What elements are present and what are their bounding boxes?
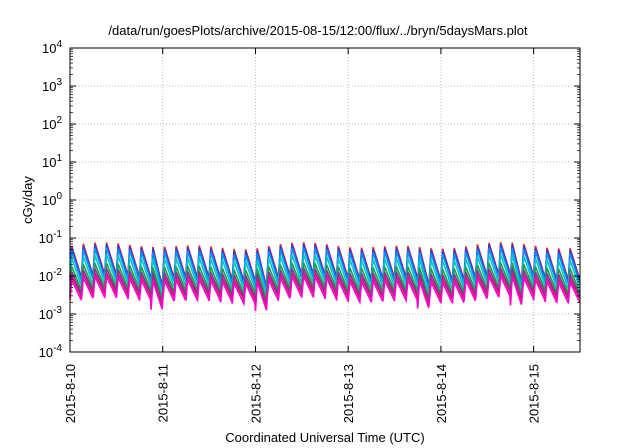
grid [70, 48, 580, 352]
y-tick-label: 100 [42, 191, 62, 208]
y-tick-label: 10-4 [39, 343, 63, 360]
y-axis-label: cGy/day [20, 176, 35, 224]
x-tick-label: 2015-8-12 [248, 364, 263, 423]
y-tick-label: 101 [42, 153, 62, 170]
y-tick-label: 104 [42, 39, 62, 56]
x-tick-label: 2015-8-11 [156, 364, 171, 422]
y-tick-label: 102 [42, 115, 62, 132]
series-line-8 [69, 272, 581, 312]
x-axis: 2015-8-10 2015-8-11 2015-8-12 2015-8-13 2015… [63, 48, 542, 423]
y-tick-label: 10-1 [39, 229, 63, 246]
y-tick-label: 103 [42, 77, 62, 94]
series-layer [69, 241, 581, 312]
y-axis: 10-4 10-3 10-2 10-1 100 101 102 103 104 [39, 39, 580, 360]
x-tick-label: 2015-8-13 [341, 364, 356, 423]
x-tick-label: 2015-8-10 [63, 364, 78, 423]
chart-title: /data/run/goesPlots/archive/2015-08-15/1… [108, 23, 528, 38]
y-tick-label: 10-3 [39, 305, 63, 322]
x-axis-label: Coordinated Universal Time (UTC) [225, 430, 424, 445]
x-tick-label: 2015-8-14 [434, 364, 449, 423]
y-tick-label: 10-2 [39, 267, 63, 284]
x-tick-label: 2015-8-15 [527, 364, 542, 423]
